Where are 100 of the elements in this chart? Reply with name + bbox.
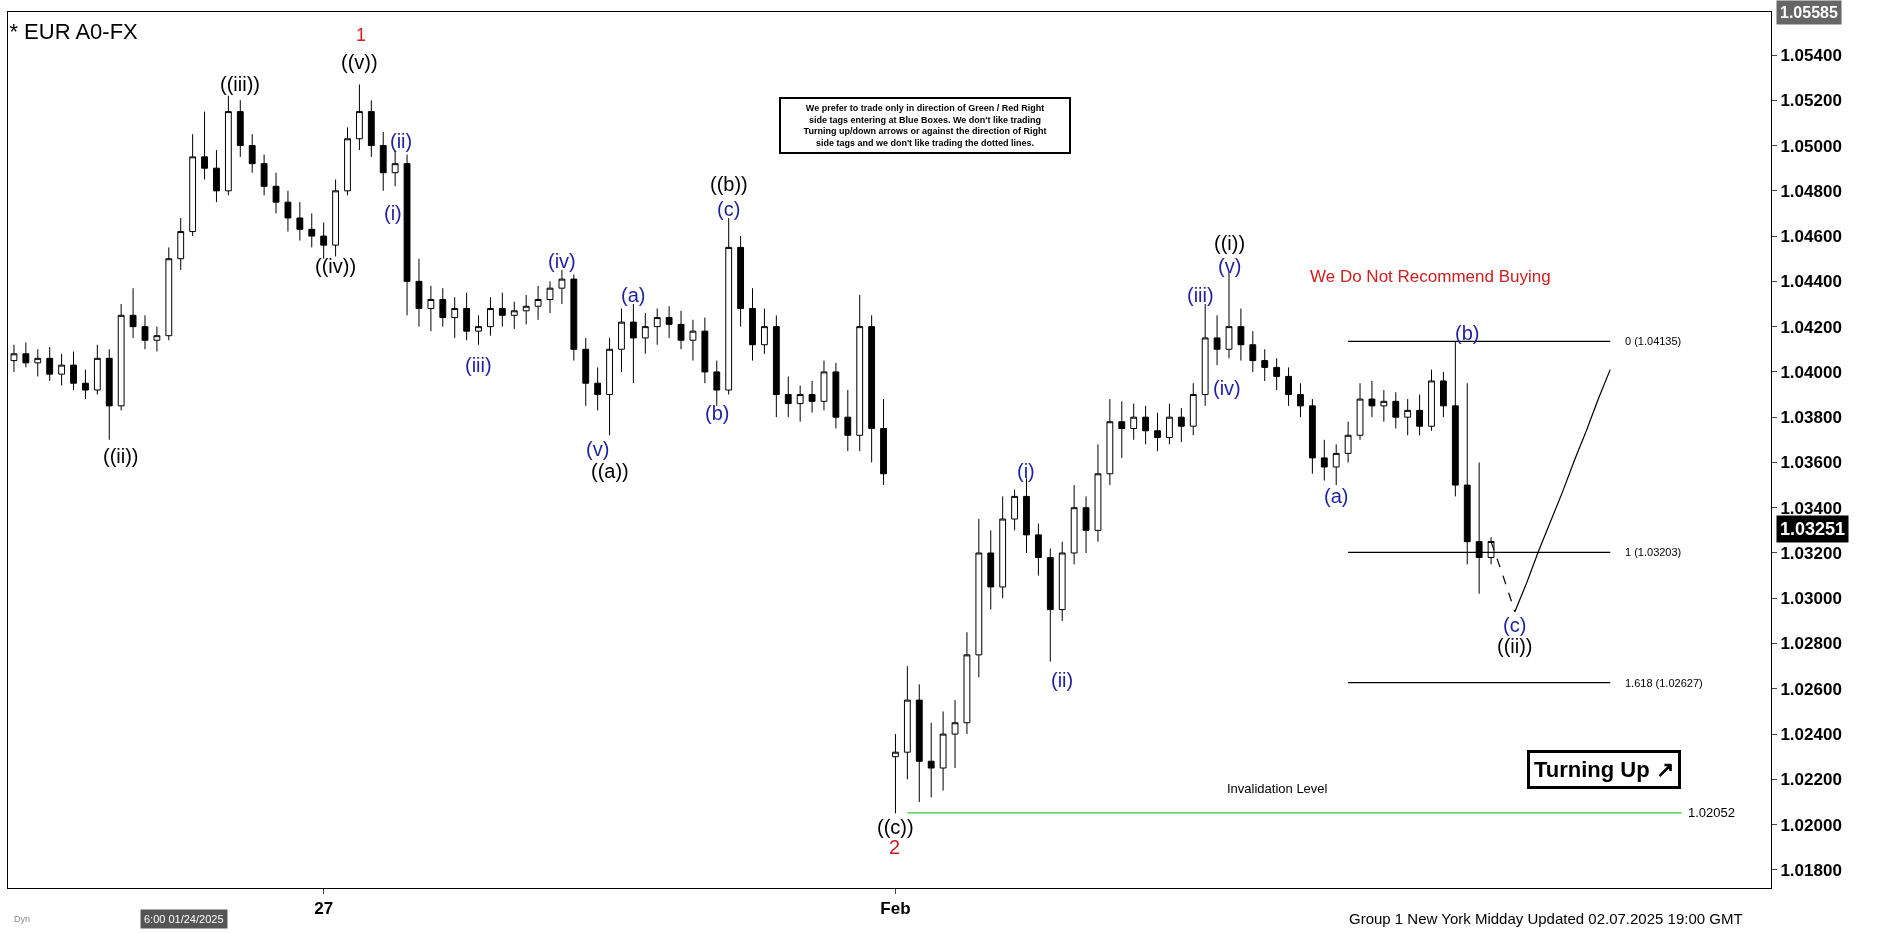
candlestick xyxy=(129,287,137,339)
annotation: ((a)) xyxy=(591,460,629,482)
candlestick xyxy=(761,308,768,355)
annotation: 1.618 (1.02627) xyxy=(1625,677,1703,689)
text: 6:00 01/24/2025 xyxy=(144,913,224,925)
annotation: 1.02052 xyxy=(1688,805,1735,820)
candlestick xyxy=(903,665,911,780)
candlestick xyxy=(189,133,197,237)
y-tick-label: 1.02400 xyxy=(1780,725,1842,745)
candlestick xyxy=(1416,394,1424,436)
annotation: ((iii)) xyxy=(220,73,260,95)
candlestick xyxy=(999,495,1007,599)
candlestick xyxy=(451,296,459,339)
candlestick xyxy=(58,353,66,386)
candlestick xyxy=(248,133,256,174)
y-tick-label: 1.04800 xyxy=(1780,181,1842,201)
candlestick xyxy=(534,285,542,321)
annotation: 0 (1.04135) xyxy=(1625,335,1682,347)
annotation: 2 xyxy=(889,836,901,858)
candlestick xyxy=(165,246,173,341)
candlestick xyxy=(784,375,792,418)
candlestick xyxy=(892,733,899,814)
candlestick xyxy=(522,294,530,325)
annotation: ((ii)) xyxy=(1497,635,1533,657)
candlestick xyxy=(844,389,852,452)
candlestick xyxy=(487,296,494,337)
y-tick-label: 1.03800 xyxy=(1780,408,1842,428)
annotation: (b) xyxy=(705,402,730,424)
candlestick xyxy=(1356,382,1364,441)
candlestick xyxy=(1166,403,1173,445)
candlestick xyxy=(939,710,947,792)
candlestick xyxy=(34,348,42,377)
annotation: ((b)) xyxy=(710,173,748,195)
candlestick xyxy=(332,179,339,257)
y-tick-label: 1.01800 xyxy=(1780,860,1842,880)
text: 1.03251 xyxy=(1780,519,1846,539)
candlestick xyxy=(677,310,685,350)
annotation: ((c)) xyxy=(877,816,914,838)
candlestick xyxy=(1404,398,1412,436)
candlestick xyxy=(689,319,697,362)
candlestick xyxy=(1368,380,1376,418)
candlestick xyxy=(963,631,971,735)
candlestick xyxy=(1034,523,1042,577)
candlestick xyxy=(117,303,125,411)
candlestick xyxy=(653,308,661,346)
annotation: (c) xyxy=(1503,614,1527,636)
candlestick xyxy=(82,369,89,400)
candlestick xyxy=(701,317,709,384)
candlestick xyxy=(987,529,995,611)
candlestick xyxy=(141,314,149,350)
candlestick xyxy=(1261,348,1269,382)
chart-title: * EUR A0-FX xyxy=(9,18,139,44)
candlestick xyxy=(105,348,113,441)
candlestick xyxy=(618,308,625,373)
annotation: We Do Not Recommend Buying xyxy=(1310,267,1551,286)
y-tick-label: 1.05200 xyxy=(1780,91,1842,111)
candlestick xyxy=(1297,382,1304,418)
candlestick xyxy=(951,699,959,769)
annotation: (iv) xyxy=(1213,377,1241,399)
candlestick xyxy=(1440,371,1447,418)
candlestick xyxy=(641,312,649,355)
candlestick xyxy=(808,380,816,414)
candlestick xyxy=(1380,389,1388,423)
candlestick xyxy=(749,287,756,362)
candlestick xyxy=(498,292,506,328)
candlestick xyxy=(427,285,435,332)
candlestick xyxy=(1320,439,1328,482)
candlestick xyxy=(1344,421,1352,463)
candlestick xyxy=(379,131,387,192)
annotation: (v) xyxy=(586,438,610,460)
candlestick xyxy=(1428,369,1435,432)
candlestick xyxy=(1308,398,1316,475)
candlestick xyxy=(927,722,935,798)
x-tick-label: 27 xyxy=(314,899,334,919)
annotation: 1 xyxy=(356,25,367,45)
candlestick xyxy=(475,314,482,346)
annotation: (ii) xyxy=(1051,669,1074,691)
annotation: (a) xyxy=(621,284,646,306)
candlestick xyxy=(582,337,590,407)
candlestick xyxy=(1046,547,1054,663)
annotation: We prefer to trade only in direction of Green / Red Right side tags entering at Blue Boxes. We don't like trading Turning up/down arrows or against the direction of Right side tags and we don't like trading the dotted lines. xyxy=(803,103,1047,149)
candlestick xyxy=(1154,412,1161,452)
annotation: (iii) xyxy=(465,354,492,376)
candlestick xyxy=(344,126,351,196)
annotation: (b) xyxy=(1455,322,1480,344)
annotation: (v) xyxy=(1218,255,1242,277)
y-tick-label: 1.03200 xyxy=(1780,543,1842,563)
text: Dyn xyxy=(14,914,31,924)
candlestick xyxy=(153,326,161,353)
candlestick xyxy=(213,149,220,203)
candlestick xyxy=(10,344,18,373)
candlestick xyxy=(1177,407,1185,443)
candlestick xyxy=(1130,403,1138,441)
candlestick xyxy=(415,258,423,328)
y-tick-label: 1.04000 xyxy=(1780,362,1842,382)
y-tick-label: 1.02800 xyxy=(1780,634,1842,654)
candlestick xyxy=(367,99,375,158)
y-tick-label: 1.03000 xyxy=(1780,589,1842,609)
candlestick xyxy=(1118,400,1126,459)
candlestick xyxy=(570,274,578,362)
